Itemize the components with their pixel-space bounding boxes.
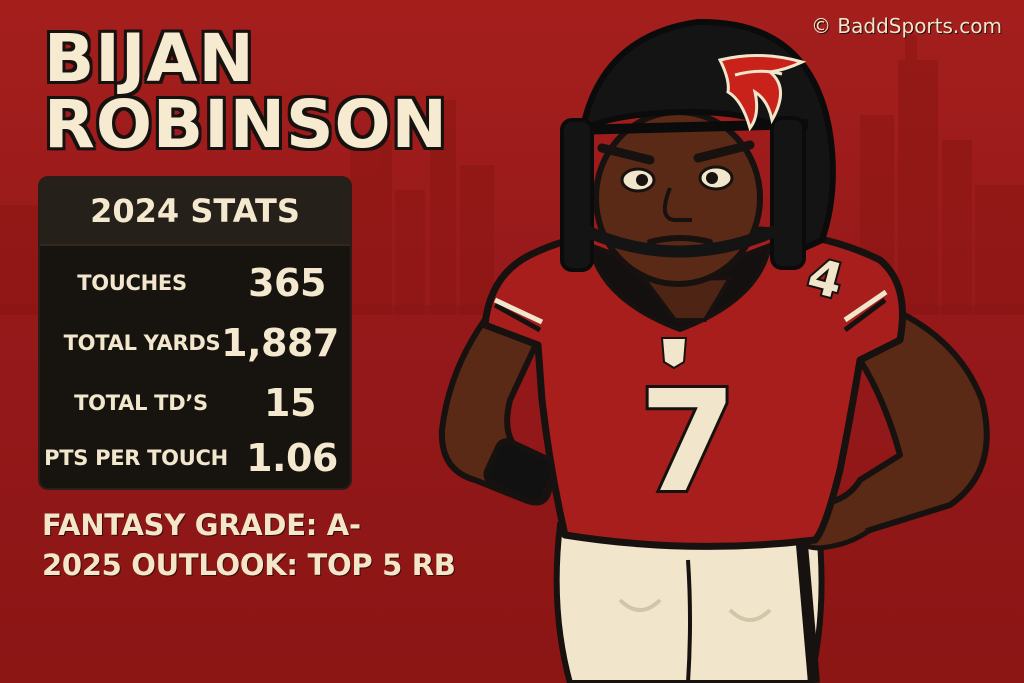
stat-value: 1,887 xyxy=(221,321,339,365)
stat-row-touches: TOUCHES 365 xyxy=(40,253,350,313)
jersey-number: 7 xyxy=(639,361,736,524)
wristband xyxy=(483,438,558,505)
stat-label: TOTAL TD’S xyxy=(74,391,208,415)
nfl-shield-icon xyxy=(660,337,688,370)
stat-label: TOTAL YARDS xyxy=(63,331,221,355)
season-outlook: 2025 OUTLOOK: TOP 5 RB xyxy=(42,548,456,582)
player-last-name: ROBINSON xyxy=(44,86,448,163)
falcon-icon xyxy=(717,54,807,132)
helmet xyxy=(560,18,836,272)
left-arm xyxy=(438,297,558,506)
stat-label: TOUCHES xyxy=(77,271,187,295)
stats-header: 2024 STATS xyxy=(40,178,350,246)
stat-row-total-tds: TOTAL TD’S 15 xyxy=(40,373,350,433)
stats-panel: 2024 STATS TOUCHES 365 TOTAL YARDS 1,887… xyxy=(40,178,350,488)
pants xyxy=(553,516,825,683)
stat-value: 365 xyxy=(248,261,326,305)
fantasy-grade: FANTASY GRADE: A- xyxy=(42,508,361,542)
stat-row-total-yards: TOTAL YARDS 1,887 xyxy=(40,313,350,373)
face xyxy=(593,109,763,287)
stat-value: 15 xyxy=(264,381,316,425)
site-credit: © BaddSports.com xyxy=(811,14,1002,38)
stat-value: 1.06 xyxy=(246,436,338,480)
stat-label: PTS PER TOUCH xyxy=(44,446,228,470)
stat-row-pts-per-touch: PTS PER TOUCH 1.06 xyxy=(40,428,350,488)
player-first-name: BIJAN xyxy=(44,20,255,97)
player-illustration: 7 4 xyxy=(438,18,990,683)
